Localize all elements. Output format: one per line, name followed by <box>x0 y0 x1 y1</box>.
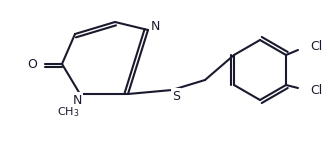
Text: Cl: Cl <box>310 83 322 97</box>
Text: S: S <box>172 90 180 102</box>
Text: O: O <box>27 57 37 71</box>
Text: N: N <box>72 93 82 107</box>
Text: Cl: Cl <box>310 40 322 54</box>
Text: N: N <box>150 21 160 33</box>
Text: CH$_3$: CH$_3$ <box>57 105 79 119</box>
